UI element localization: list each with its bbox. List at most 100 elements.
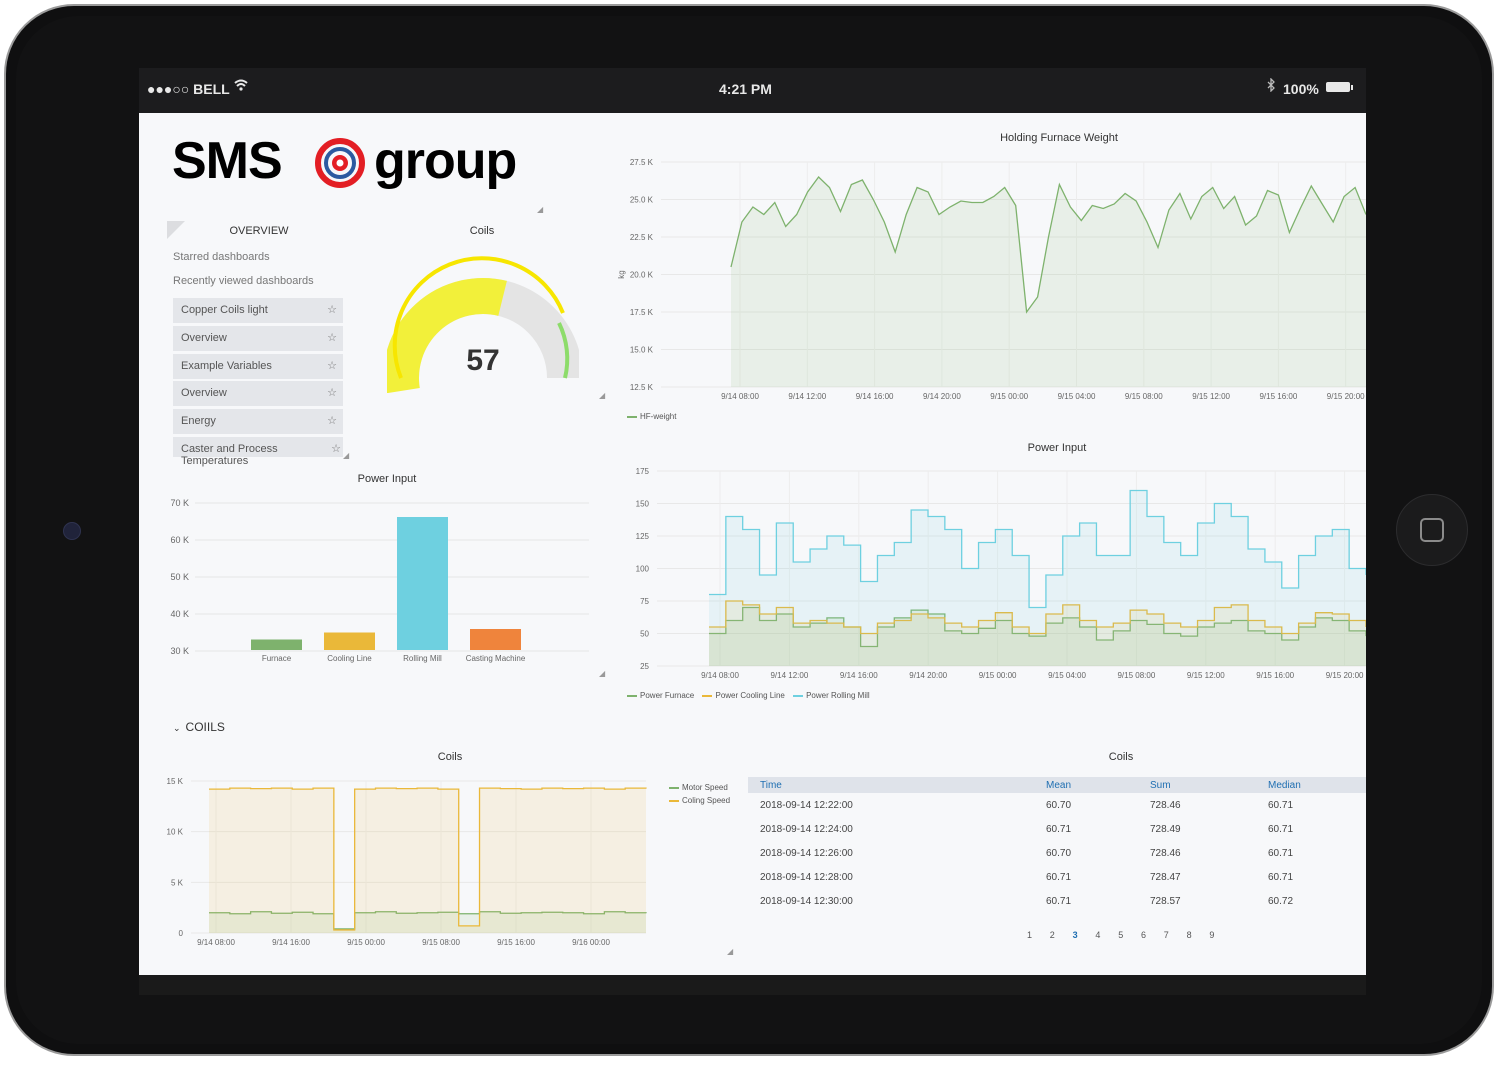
x-tick-label: 9/14 08:00 <box>721 392 759 401</box>
y-tick-label: 10 K <box>167 828 184 837</box>
y-tick-label: 40 K <box>170 609 189 619</box>
starred-dashboards-link[interactable]: Starred dashboards <box>173 251 270 263</box>
dashboard-item-overview-2[interactable]: Overview ☆ <box>173 381 343 406</box>
x-tick-label: 9/14 20:00 <box>909 671 947 680</box>
x-tick-label: 9/15 08:00 <box>422 938 460 947</box>
legend-entry-power-furnace[interactable]: Power Furnace <box>627 691 694 700</box>
dashboard-item-label: Overview <box>181 387 227 399</box>
resize-handle-icon[interactable]: ◢ <box>727 947 734 956</box>
page-link-9[interactable]: 9 <box>1209 930 1215 940</box>
power-input-bar-chart: 70 K 60 K 50 K 40 K 30 K Furnace Cooling Line R… <box>170 498 589 663</box>
dashboard-item-overview[interactable]: Overview ☆ <box>173 326 343 351</box>
dashboard-item-caster-process[interactable]: Caster and Process Temperatures ☆ <box>173 437 343 467</box>
cell-median: 60.71 <box>1268 799 1294 811</box>
coils-timeseries-chart: 15 K 10 K 5 K 0 9/14 08:00 9/14 16:00 9/15 00:… <box>167 777 647 947</box>
column-header-median[interactable]: Median <box>1256 777 1366 793</box>
resize-handle-icon[interactable]: ◢ <box>599 391 606 400</box>
page-link-7[interactable]: 7 <box>1163 930 1169 940</box>
legend-entry-power-cooling-line[interactable]: Power Cooling Line <box>702 691 785 700</box>
cell-sum: 728.49 <box>1150 823 1181 835</box>
legend-swatch <box>669 786 679 789</box>
y-tick-label: 15.0 K <box>630 346 654 355</box>
y-tick-label: 27.5 K <box>630 158 654 167</box>
recent-dashboards-link[interactable]: Recently viewed dashboards <box>173 275 314 287</box>
page-link-5[interactable]: 5 <box>1118 930 1124 940</box>
brand-logo-text-right: group <box>374 132 517 190</box>
panel-corner-icon[interactable] <box>167 221 185 239</box>
column-header-sum[interactable]: Sum <box>1138 777 1256 793</box>
cell-sum: 728.46 <box>1150 847 1181 859</box>
legend-entry-power-rolling-mill[interactable]: Power Rolling Mill <box>793 691 870 700</box>
x-tick-label: 9/15 16:00 <box>497 938 535 947</box>
column-header-mean[interactable]: Mean <box>1034 777 1138 793</box>
page-link-3[interactable]: 3 <box>1072 930 1078 940</box>
power-input-chart-title: Power Input <box>1027 442 1087 454</box>
coils-gauge: 57 <box>387 256 579 393</box>
front-camera <box>63 522 81 540</box>
coils-legend: Motor Speed Coling Speed <box>669 783 730 805</box>
cell-mean: 60.71 <box>1046 895 1072 907</box>
clock: 4:21 PM <box>719 81 772 97</box>
resize-handle-icon[interactable]: ◢ <box>599 669 606 678</box>
table-header-row: Time Mean Sum Median <box>748 777 1366 793</box>
legend-label: HF-weight <box>640 412 677 421</box>
series-line-motor-speed <box>209 911 647 930</box>
x-tick-label: 9/16 00:00 <box>572 938 610 947</box>
legend-entry-coling-speed[interactable]: Coling Speed <box>669 796 730 805</box>
x-tick-label: 9/15 04:00 <box>1048 671 1086 680</box>
battery-icon <box>1326 82 1350 92</box>
star-icon[interactable]: ☆ <box>327 415 337 427</box>
dashboard-item-energy[interactable]: Energy ☆ <box>173 409 343 434</box>
star-icon[interactable]: ☆ <box>331 443 341 455</box>
hfw-chart-title: Holding Furnace Weight <box>1000 132 1118 144</box>
star-icon[interactable]: ☆ <box>327 360 337 372</box>
bar-furnace <box>251 639 302 650</box>
legend-entry-motor-speed[interactable]: Motor Speed <box>669 783 730 792</box>
row-header-label: COIILS <box>185 720 225 734</box>
y-tick-label: 100 <box>636 565 650 574</box>
battery-tip <box>1351 85 1353 90</box>
battery-percent: 100% <box>1283 81 1319 97</box>
page-link-6[interactable]: 6 <box>1141 930 1147 940</box>
home-button[interactable] <box>1396 494 1468 566</box>
cell-time: 2018-09-14 12:26:00 <box>760 847 853 859</box>
x-tick-label: 9/15 00:00 <box>990 392 1028 401</box>
legend-swatch <box>669 799 679 802</box>
star-icon[interactable]: ☆ <box>327 387 337 399</box>
dashboard-item-example-variables[interactable]: Example Variables ☆ <box>173 354 343 379</box>
x-tick-label: 9/14 16:00 <box>840 671 878 680</box>
holding-furnace-weight-chart: 27.5 K 25.0 K 22.5 K 20.0 K 17.5 K 15.0 K 12.5… <box>617 158 1366 401</box>
chevron-down-icon: ⌄ <box>173 723 181 733</box>
series-area-motor-speed <box>209 911 646 933</box>
resize-handle-icon[interactable]: ◢ <box>537 205 544 214</box>
x-tick-label: 9/15 20:00 <box>1327 392 1365 401</box>
brand-logo-ring-icon <box>315 138 365 188</box>
resize-handle-icon[interactable]: ◢ <box>343 451 350 460</box>
home-square-icon <box>1420 518 1444 542</box>
row-header-coils[interactable]: ⌄ COIILS <box>173 720 225 734</box>
column-header-time[interactable]: Time <box>748 777 1034 793</box>
page-link-8[interactable]: 8 <box>1186 930 1192 940</box>
cell-time: 2018-09-14 12:28:00 <box>760 871 853 883</box>
x-tick-label: 9/15 00:00 <box>979 671 1017 680</box>
series-line-coling-speed <box>209 787 647 931</box>
star-icon[interactable]: ☆ <box>327 332 337 344</box>
y-tick-label: 75 <box>640 597 649 606</box>
series-area-coling-speed <box>209 788 646 933</box>
x-tick-label: 9/15 16:00 <box>1256 671 1294 680</box>
y-tick-label: 12.5 K <box>630 383 654 392</box>
legend-label: Power Furnace <box>640 691 695 700</box>
legend-label: Power Cooling Line <box>715 691 785 700</box>
x-tick-label: 9/14 12:00 <box>770 671 808 680</box>
page-link-2[interactable]: 2 <box>1049 930 1055 940</box>
y-tick-label: 70 K <box>170 498 189 508</box>
y-tick-label: 50 <box>640 630 649 639</box>
page-link-4[interactable]: 4 <box>1095 930 1101 940</box>
page-link-1[interactable]: 1 <box>1027 930 1033 940</box>
y-tick-label: 50 K <box>170 572 189 582</box>
hfw-legend[interactable]: HF-weight <box>627 412 676 421</box>
y-tick-label: 60 K <box>170 535 189 545</box>
dashboard-item-copper-coils[interactable]: Copper Coils light ☆ <box>173 298 343 323</box>
star-icon[interactable]: ☆ <box>327 304 337 316</box>
series-line-power-cooling-line <box>709 600 1366 635</box>
